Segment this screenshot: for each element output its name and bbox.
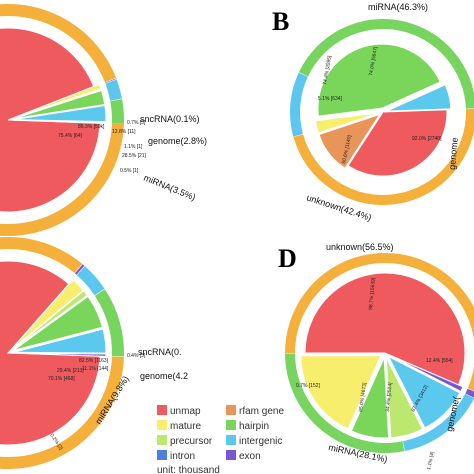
panel-d-inner-label-3: 34.4% [2524]	[385, 382, 394, 412]
panel-c-inner-label-2: 11.1% [144]	[82, 366, 109, 372]
panel-c-slice-precursor	[12, 290, 88, 350]
panel-d-letter: D	[278, 244, 297, 273]
panel-c-slice-unmap	[0, 260, 101, 446]
legend-label-mature: mature	[170, 421, 202, 432]
panel-b-slice-mature	[315, 112, 380, 134]
panel-b-slice-rfam	[318, 113, 382, 169]
panel-d-slice-unmap	[304, 272, 466, 386]
panel-a-slice-exon	[13, 119, 107, 124]
panel-d-slice-exon	[389, 354, 464, 393]
panel-b-slice-unmap	[347, 109, 448, 177]
legend: unmap rfam gene mature hairpin precursor…	[157, 405, 284, 474]
panel-c-slice-exon	[13, 352, 107, 357]
panel-d-inner-label-6: 1.1% [4]	[426, 451, 436, 471]
panel-c-slice-hairpin	[13, 295, 104, 351]
panel-c-outer-label-2: genome(4.2	[140, 371, 188, 381]
panel-a-inner-label-5: 28.5% [21]	[122, 153, 147, 159]
panel-a-pie: sncRNA(0.1%) genome(2.8%) miRNA(3.5%) 86…	[0, 4, 207, 236]
panel-a-ring-segment-1	[105, 78, 117, 84]
panel-b-letter: B	[272, 7, 289, 36]
legend-swatch-mature	[157, 420, 167, 430]
legend-swatch-rfam	[226, 405, 236, 415]
legend-swatch-hairpin	[226, 420, 236, 430]
panel-c-ring-segment-1	[74, 264, 85, 275]
panel-a-outer-label-2: genome(2.8%)	[148, 136, 207, 146]
panel-a-inner-label-0: 86.3% [59k]	[78, 124, 105, 130]
legend-label-exon: exon	[239, 451, 261, 462]
panel-d-slice-hairpin	[350, 357, 390, 439]
legend-swatch-intergenic	[226, 435, 236, 445]
panel-c-outer-label-1: sncRNA(0.	[138, 347, 182, 357]
panel-d-ring-segment-1	[465, 388, 474, 398]
panel-d-slice-precursor	[385, 357, 424, 439]
panel-a-ring-segment-2	[105, 79, 122, 101]
panel-c-pie: sncRNA(0. genome(4.2 miRNA(9.8%) 82.5% […	[0, 237, 188, 469]
panel-b-pie: miRNA(46.3%) genome unknown(42.4%) 74.0%…	[289, 2, 474, 223]
panel-a-ring-segment-3	[110, 99, 124, 124]
panel-a-inner-label-6: 0.5% [1]	[120, 168, 139, 174]
panel-a-slice-hairpin	[13, 89, 106, 120]
panel-a-inner-label-4: 1.1% [1]	[124, 144, 143, 150]
panel-c-inner-label-1: 0.4% [3]	[127, 353, 146, 359]
legend-label-unmap: unmap	[170, 406, 201, 417]
panel-a-slice-precursor	[13, 88, 102, 119]
panel-d-inner-label-5: 0.7% [152]	[296, 383, 321, 389]
panel-c-inner-label-4: 70.1% [468]	[48, 376, 75, 382]
legend-label-intron: intron	[170, 451, 195, 462]
panel-a-inner-label-1: 0.7% [5]	[127, 120, 146, 126]
panel-b-slice-intergenic	[386, 84, 452, 112]
panel-a-inner-label-3: 75.4% [64]	[58, 133, 83, 139]
legend-swatch-exon	[226, 450, 236, 460]
panel-c-inner-label-3: 29.4% [213]	[57, 368, 84, 374]
legend-swatch-intron	[157, 450, 167, 460]
panel-b-ring-segment-1	[289, 72, 308, 137]
panel-c-inner-label-0: 82.5% [1163]	[79, 358, 109, 364]
panel-d-pie: unknown(56.5%) genome( miRNA(28.1%) 98.7…	[285, 242, 474, 470]
panel-d-inner-label-0: 98.7% [15639]	[368, 277, 377, 310]
panel-c-ring-segment-2	[76, 266, 105, 296]
panel-b-inner-label-0: 74.0% [5647]	[368, 46, 379, 77]
panel-d-ring-segment-2	[402, 393, 474, 452]
legend-label-precursor: precursor	[170, 436, 213, 447]
legend-label-hairpin: hairpin	[239, 421, 269, 432]
panel-d-ring-segment-3	[285, 353, 405, 453]
legend-unit: unit: thousand	[157, 465, 220, 474]
panel-b-inner-label-2: 5.1% [634]	[318, 96, 343, 102]
panel-a-slice-intergenic	[13, 104, 107, 123]
panel-d-outer-label-0: unknown(56.5%)	[326, 242, 394, 252]
panel-d-slice-intergenic	[387, 355, 461, 429]
panel-d-slice-mature	[300, 355, 382, 430]
panel-c-slice-mature	[11, 279, 84, 350]
panel-b-ring-segment-2	[298, 19, 474, 109]
panel-a-slice-unmap	[0, 27, 101, 213]
panel-b-inner-label-4: 92.0% [2748]	[412, 136, 442, 142]
panel-a-outer-label-3: miRNA(3.5%)	[142, 173, 197, 203]
panel-b-outer-label-0: miRNA(46.3%)	[368, 2, 428, 12]
panel-a-outer-label-1: sncRNA(0.1%)	[140, 114, 200, 124]
panel-c-ring-segment-3	[94, 289, 124, 357]
legend-swatch-unmap	[157, 405, 167, 415]
panel-d-inner-label-4: 65.0% [4673]	[358, 382, 368, 413]
panel-c-slice-intergenic	[13, 328, 107, 354]
legend-label-rfam: rfam gene	[239, 406, 284, 417]
panel-b-inner-label-1: 74.4% [2095]	[322, 55, 333, 86]
legend-label-intergenic: intergenic	[239, 436, 282, 447]
panel-a-inner-label-2: 12.8% [11]	[112, 129, 136, 135]
legend-swatch-precursor	[157, 435, 167, 445]
panel-d-inner-label-1: 12.4% [554]	[426, 358, 453, 364]
panel-b-slice-hairpin	[317, 43, 441, 117]
panel-b-outer-label-1: genome	[447, 137, 460, 170]
